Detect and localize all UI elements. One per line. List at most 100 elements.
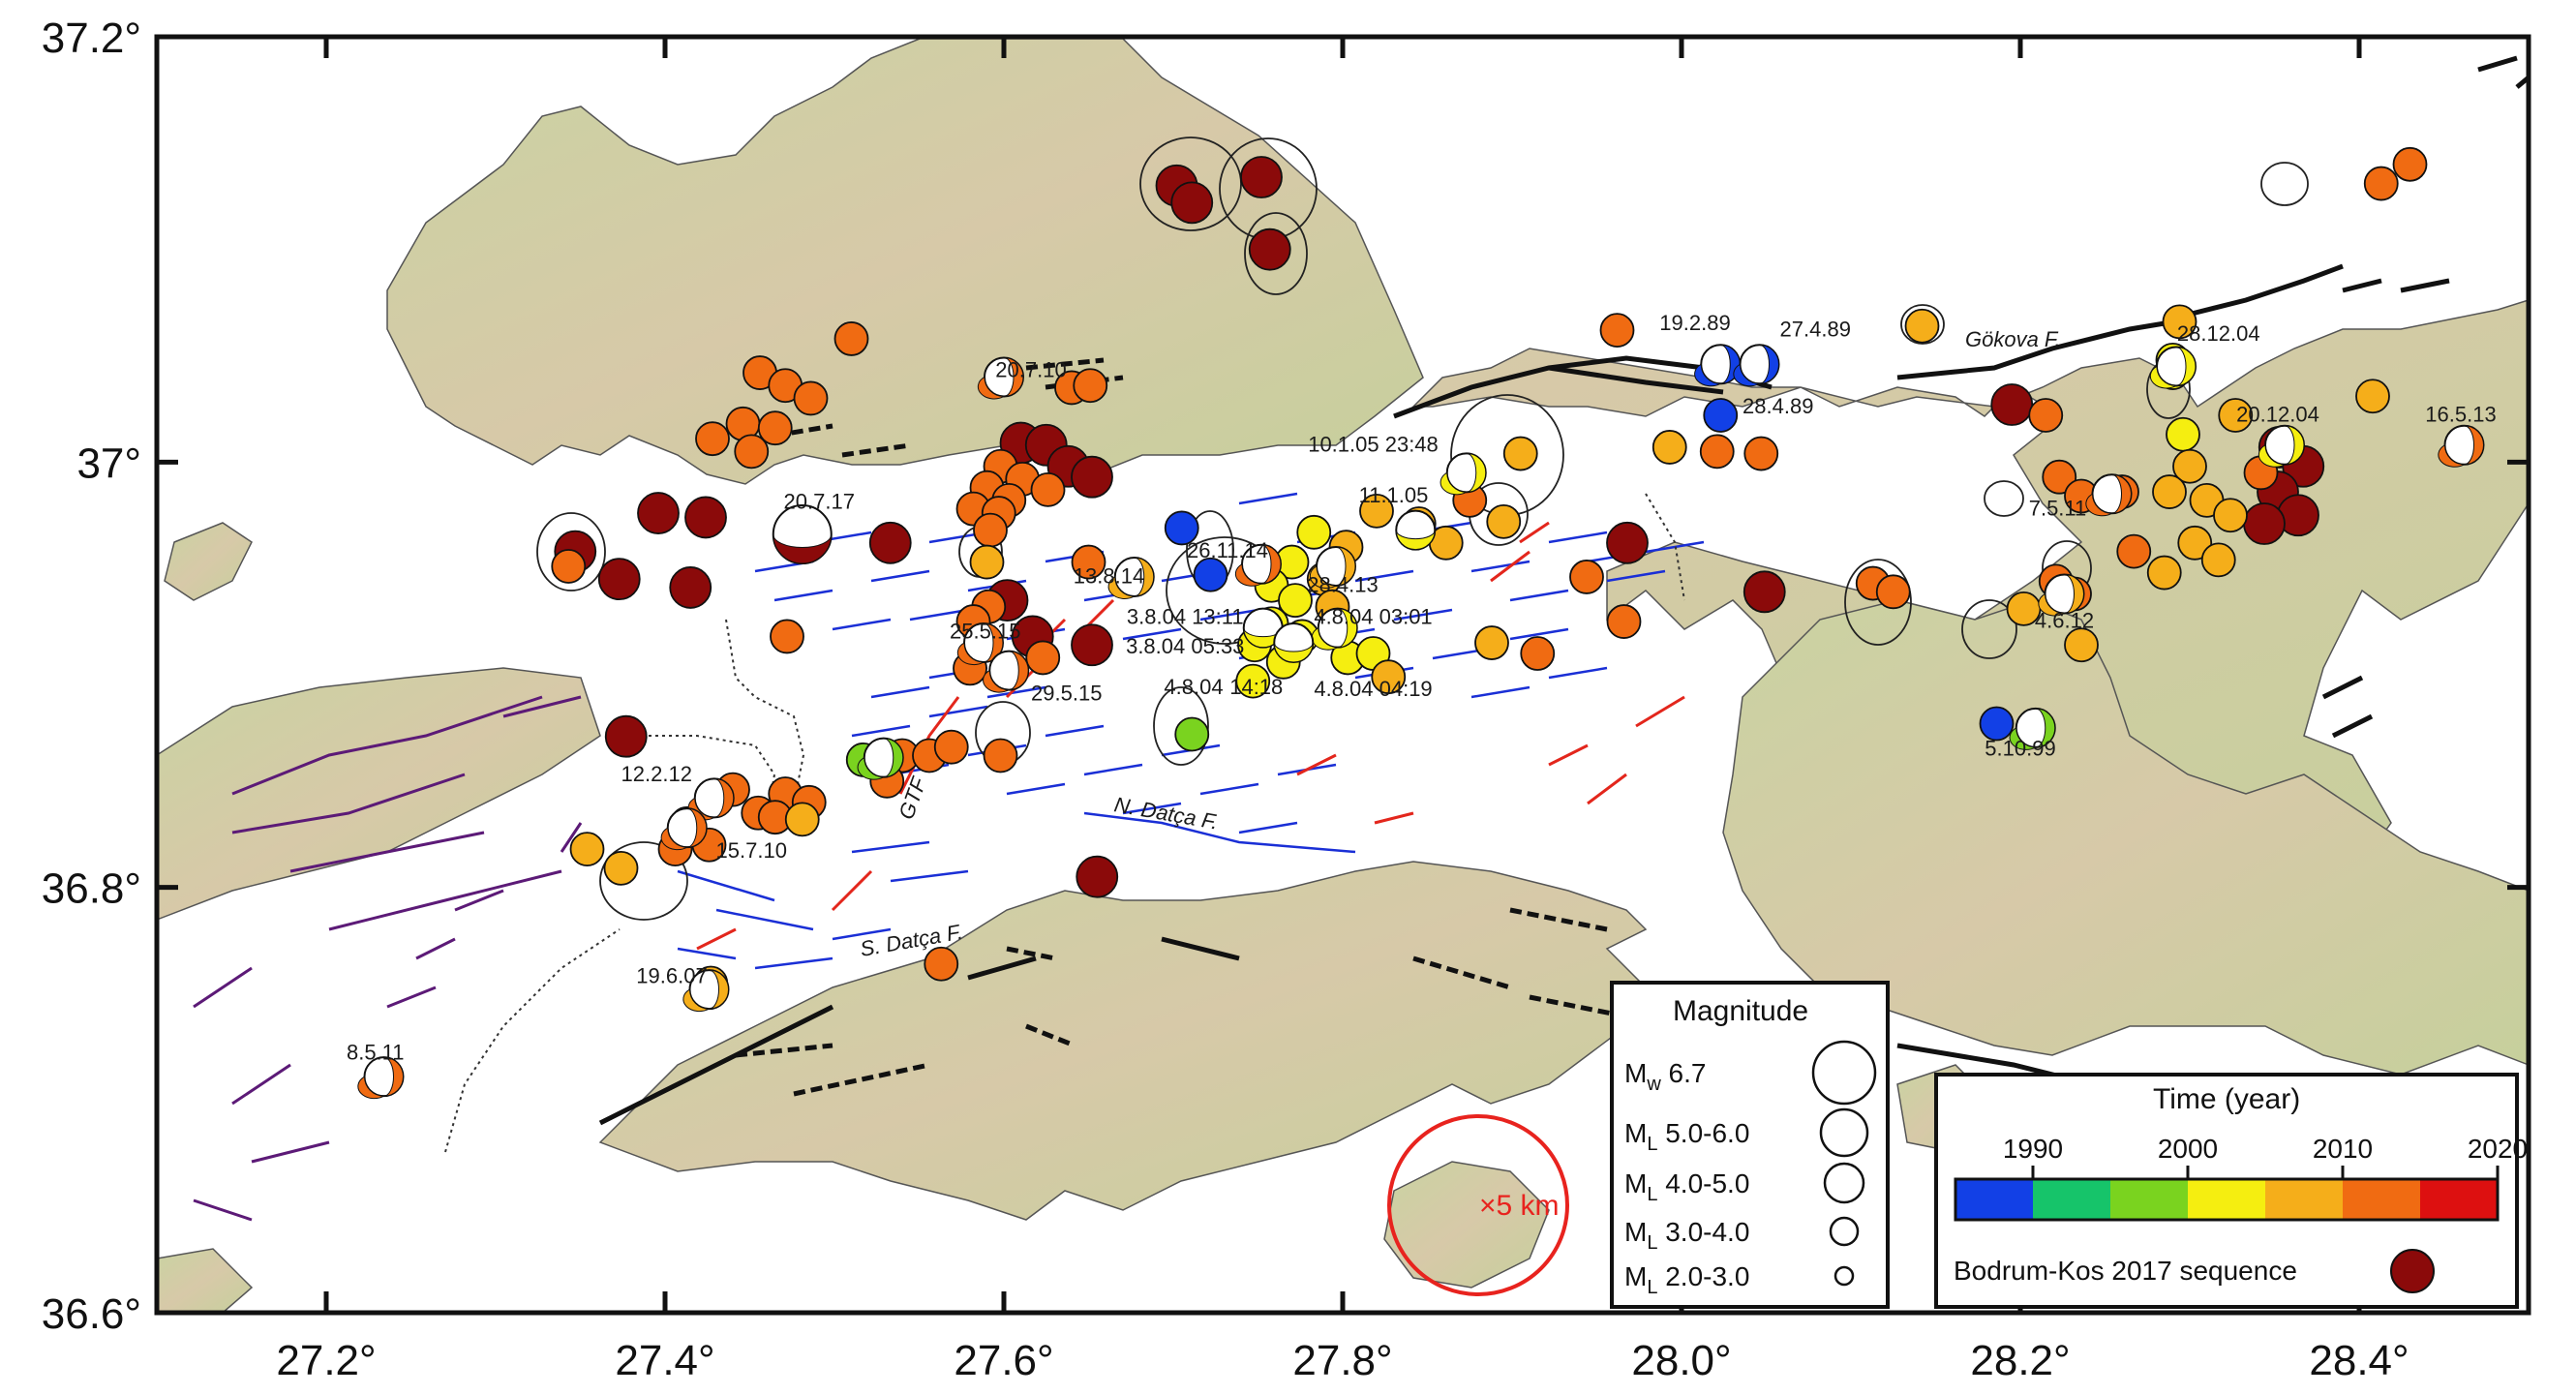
- time-colorbar: 1990 2000 2010 2020: [1954, 1134, 2528, 1222]
- earthquake-event: [1703, 398, 1739, 433]
- time-color-segment: [2265, 1179, 2344, 1220]
- land-west-island: [164, 522, 253, 601]
- focal-mechanism: [2085, 473, 2133, 517]
- earthquake-event: [1170, 181, 1214, 225]
- earthquake-event: [2152, 474, 2187, 509]
- earthquake-event: [695, 421, 730, 457]
- x-tick-label: 27.4°: [615, 1337, 714, 1384]
- magnitude-item-symbol: [1819, 1107, 1869, 1158]
- earthquake-event: [868, 521, 912, 564]
- event-date-label: 4.8.04 03:01: [1314, 604, 1432, 628]
- focal-mechanism: [2149, 346, 2197, 389]
- earthquake-event: [637, 492, 680, 534]
- x-tick-label: 27.6°: [954, 1337, 1053, 1384]
- event-date-label: 7.5.11: [2029, 496, 2087, 520]
- focal-mechanism: [977, 356, 1024, 400]
- earthquake-event: [2363, 166, 2399, 201]
- event-date-label: 4.8.04: [1164, 675, 1223, 699]
- magnitude-item-symbol: [1829, 1216, 1860, 1247]
- sequence-label: Bodrum-Kos 2017 sequence: [1954, 1256, 2297, 1286]
- earthquake-event: [1359, 493, 1394, 529]
- earthquake-event: [924, 946, 959, 982]
- event-date-label: 11.1.05: [1359, 483, 1429, 507]
- event-date-label: 26.11.14: [1187, 538, 1268, 562]
- earthquake-event: [2042, 459, 2077, 495]
- earthquake-event: [1486, 503, 1522, 539]
- earthquake-event: [1076, 855, 1119, 898]
- event-date-label: 19.6.07: [636, 964, 707, 988]
- earthquake-event: [969, 544, 1005, 580]
- focal-mechanism: [1395, 509, 1437, 551]
- magnitude-legend: Magnitude Mw 6.7 ML 5.0-6.0 ML 4.0-5.0 ML 3…: [1610, 981, 1890, 1309]
- earthquake-event: [684, 496, 727, 539]
- earthquake-event: [2064, 627, 2099, 663]
- x-tick-label: 28.4°: [2309, 1337, 2409, 1384]
- earthquake-event: [2146, 555, 2182, 591]
- earthquake-event: [833, 321, 869, 356]
- time-color-segment: [1955, 1179, 2034, 1220]
- earthquake-event: [784, 802, 820, 837]
- time-legend: Time (year) 1990 2000 2010 2020 Bodrum-Kos …: [1934, 1073, 2528, 1309]
- magnitude-legend-items: Mw 6.7 ML 5.0-6.0 ML 4.0-5.0 ML 3.0-4.0 ML 2…: [1624, 1040, 1877, 1298]
- magnitude-item-label: ML 2.0-3.0: [1624, 1261, 1749, 1298]
- x-tick-label: 27.8°: [1292, 1337, 1392, 1384]
- event-date-label: 13.8.14: [1074, 564, 1144, 589]
- focal-mechanisms: [357, 344, 2485, 1100]
- earthquake-event: [669, 566, 712, 609]
- focal-mechanism: [682, 969, 730, 1013]
- event-date-label: 3.8.04 05:33: [1126, 634, 1244, 658]
- scale-label: ×5 km: [1479, 1190, 1560, 1222]
- earthquake-event: [1569, 560, 1604, 594]
- earthquake-event: [1520, 636, 1556, 671]
- focal-mechanism: [983, 650, 1030, 693]
- focal-mechanism: [772, 504, 833, 565]
- earthquake-event: [1743, 570, 1786, 614]
- earthquake-event: [2243, 502, 2286, 545]
- x-tick-label: 28.0°: [1631, 1337, 1731, 1384]
- earthquake-event: [2116, 533, 2152, 569]
- scale-circle: [1387, 1114, 1569, 1296]
- dotted-boundaries: [444, 493, 1685, 1153]
- focal-mechanism: [956, 622, 1004, 666]
- earthquake-event: [1371, 659, 1407, 695]
- event-date-label: 10.1.05 23:48: [1308, 432, 1439, 456]
- earthquake-event: [2213, 498, 2248, 533]
- magnitude-item-symbol: [1834, 1265, 1855, 1287]
- earthquake-event: [604, 714, 648, 758]
- earthquake-event: [1743, 436, 1779, 471]
- time-tick-label: 2010: [2313, 1134, 2373, 1164]
- focal-mechanism: [2438, 424, 2485, 468]
- earthquake-event: [1599, 313, 1635, 349]
- earthquake-event: [597, 558, 641, 601]
- time-color-segment: [2188, 1179, 2266, 1220]
- focal-mechanism: [2258, 424, 2305, 468]
- earthquake-event: [2177, 525, 2213, 561]
- earthquake-event: [2172, 448, 2207, 484]
- earthquake-event: [1073, 368, 1108, 404]
- event-date-label: 25.5.15: [950, 620, 1020, 644]
- earthquake-event: [1193, 557, 1228, 592]
- earthquake-event: [2028, 398, 2064, 433]
- earthquake-event: [1296, 514, 1332, 550]
- earthquake-event: [2218, 398, 2254, 433]
- land-sw: [157, 1248, 254, 1313]
- earthquake-event: [2355, 379, 2390, 414]
- focal-mechanism: [1242, 607, 1284, 649]
- event-date-label: 29.5.15: [1031, 681, 1102, 705]
- time-legend-title: Time (year): [2153, 1083, 2300, 1115]
- event-date-label: 4.6.12: [2035, 609, 2094, 633]
- event-date-label: 8.5.11: [347, 1041, 405, 1065]
- event-date-labels: 20.7.10 19.2.89 27.4.89 28.4.89 28.12.04 20.1…: [347, 311, 2497, 1064]
- focal-mechanism: [357, 1056, 405, 1100]
- earthquake-event: [603, 850, 639, 886]
- earthquake-event: [1071, 455, 1113, 499]
- focal-mechanism: [2009, 707, 2056, 750]
- focal-mechanism: [1107, 556, 1155, 599]
- y-tick-label: 37.2°: [42, 15, 141, 62]
- time-color-segment: [2110, 1179, 2189, 1220]
- earthquake-event: [770, 619, 804, 654]
- axis-ticks: 27.2° 27.4° 27.6° 27.8° 28.0° 28.2° 28.4° 37.2°…: [42, 15, 2529, 1384]
- magnitude-item-label: ML 5.0-6.0: [1624, 1118, 1749, 1155]
- earthquake-event: [1025, 640, 1061, 676]
